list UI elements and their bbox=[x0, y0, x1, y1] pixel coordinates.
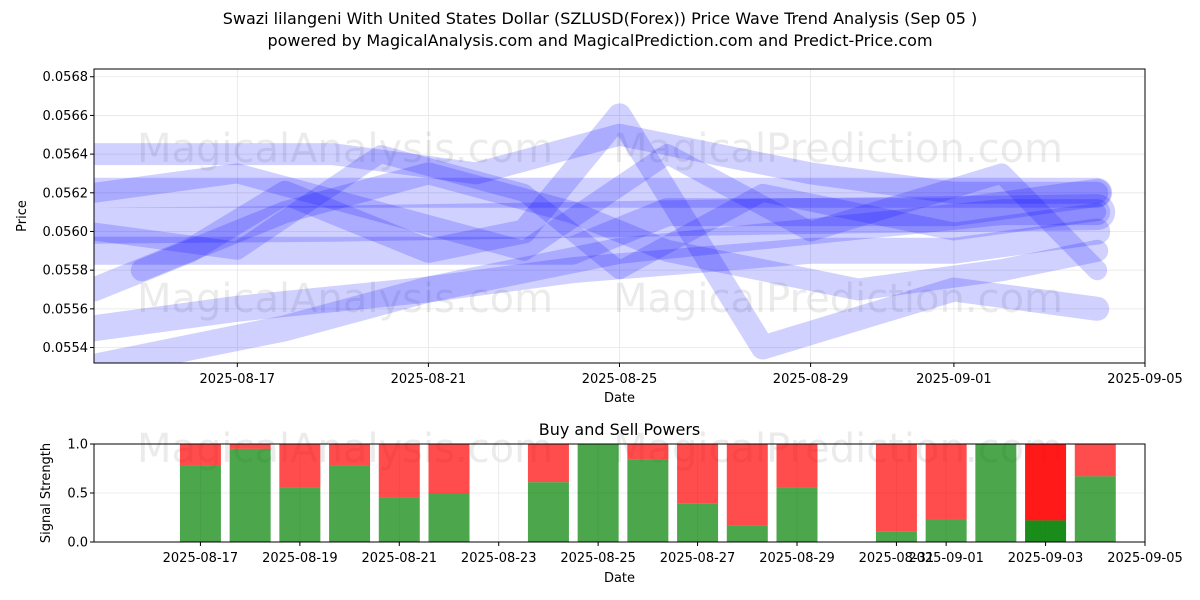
buy-bar bbox=[428, 493, 470, 542]
signal-x-tick-label: 2025-08-17 bbox=[163, 551, 239, 566]
buy-bar bbox=[975, 444, 1017, 542]
signal-x-tick-label: 2025-08-31 bbox=[859, 551, 935, 566]
chart-title: Swazi lilangeni With United States Dolla… bbox=[222, 9, 978, 28]
y-tick-label: 0.0566 bbox=[43, 109, 89, 124]
wave-series-5 bbox=[94, 123, 1109, 204]
sell-bar bbox=[677, 444, 719, 504]
y-tick-label: 0.0568 bbox=[43, 70, 89, 85]
watermark-text: MagicalAnalysis.com bbox=[137, 126, 553, 172]
signal-x-axis-label: Date bbox=[604, 571, 635, 586]
y-tick-label: 0.0558 bbox=[43, 264, 89, 279]
sell-bar bbox=[1025, 444, 1067, 521]
buy-bar bbox=[378, 497, 420, 542]
wave-series-7 bbox=[94, 199, 1111, 363]
sell-bar bbox=[428, 444, 470, 493]
watermark-text: MagicalPrediction.com bbox=[613, 276, 1063, 322]
y-axis-label: Price bbox=[15, 200, 30, 232]
buy-bar bbox=[776, 487, 818, 542]
signal-x-tick-label: 2025-08-25 bbox=[560, 551, 636, 566]
signal-y-axis-label: Signal Strength bbox=[39, 443, 54, 543]
buy-bar bbox=[179, 465, 221, 542]
wave-series-4 bbox=[94, 218, 1111, 342]
signal-x-tick-label: 2025-09-03 bbox=[1008, 551, 1084, 566]
sell-bar bbox=[329, 444, 371, 466]
signal-y-tick-label: 1.0 bbox=[67, 438, 88, 453]
sell-bar bbox=[378, 444, 420, 498]
signal-x-tick-label: 2025-09-01 bbox=[908, 551, 984, 566]
x-tick-label: 2025-09-01 bbox=[916, 372, 992, 387]
price-waves bbox=[94, 103, 1116, 363]
wave-series-9 bbox=[130, 162, 1109, 301]
buy-bar bbox=[627, 459, 669, 542]
wave-series-10 bbox=[94, 145, 1107, 280]
y-tick-label: 0.0562 bbox=[43, 186, 89, 201]
wave-series-1 bbox=[94, 194, 1116, 244]
wave-series-8 bbox=[94, 144, 1108, 281]
buy-bar bbox=[329, 465, 371, 542]
signal-x-tick-label: 2025-08-21 bbox=[362, 551, 438, 566]
buy-bar bbox=[279, 487, 321, 542]
signal-bars bbox=[179, 444, 1116, 542]
buy-bar bbox=[925, 519, 967, 542]
sell-bar bbox=[229, 444, 271, 449]
sell-bar bbox=[179, 444, 221, 466]
signal-y-tick-label: 0.5 bbox=[67, 487, 88, 502]
watermark-text: MagicalAnalysis.com bbox=[137, 276, 553, 322]
watermark-text: MagicalPrediction.com bbox=[613, 126, 1063, 172]
y-tick-label: 0.0554 bbox=[43, 341, 89, 356]
signal-x-tick-label: 2025-08-19 bbox=[262, 551, 338, 566]
buy-bar bbox=[726, 525, 768, 542]
signal-chart-title: Buy and Sell Powers bbox=[539, 420, 701, 439]
x-tick-label: 2025-08-21 bbox=[391, 372, 467, 387]
buy-bar bbox=[875, 531, 917, 542]
signal-x-tick-label: 2025-08-23 bbox=[461, 551, 537, 566]
sell-bar bbox=[726, 444, 768, 526]
signal-x-tick-label: 2025-08-29 bbox=[759, 551, 835, 566]
sell-bar bbox=[776, 444, 818, 488]
signal-axes: Buy and Sell Powers 0.0 0.5 1.0 2025-08-17 20… bbox=[39, 420, 1183, 586]
sell-bar bbox=[527, 444, 569, 483]
signal-x-tick-label: 2025-09-05 bbox=[1107, 551, 1183, 566]
wave-series-3 bbox=[94, 178, 1112, 265]
buy-bar bbox=[527, 482, 569, 542]
signal-y-tick-label: 0.0 bbox=[67, 536, 88, 551]
buy-bar bbox=[1025, 520, 1067, 542]
x-tick-label: 2025-08-25 bbox=[582, 372, 658, 387]
buy-bar bbox=[677, 503, 719, 542]
x-tick-label: 2025-09-05 bbox=[1107, 372, 1183, 387]
buy-bar bbox=[577, 444, 619, 542]
signal-x-tick-label: 2025-08-27 bbox=[660, 551, 736, 566]
y-tick-label: 0.0556 bbox=[43, 302, 89, 317]
chart-subtitle: powered by MagicalAnalysis.com and Magic… bbox=[267, 31, 933, 50]
x-tick-label: 2025-08-29 bbox=[773, 372, 849, 387]
sell-bar bbox=[875, 444, 917, 532]
y-tick-label: 0.0564 bbox=[43, 148, 89, 163]
price-grid bbox=[94, 69, 1146, 363]
price-axes: 0.0554 0.0556 0.0558 0.0560 0.0562 0.0564 0.05… bbox=[15, 70, 1183, 406]
buy-bar bbox=[229, 448, 271, 542]
sell-bar bbox=[925, 444, 967, 520]
x-tick-label: 2025-08-17 bbox=[200, 372, 276, 387]
sell-bar bbox=[279, 444, 321, 488]
sell-bar bbox=[1074, 444, 1116, 477]
wave-series-6 bbox=[94, 103, 1110, 360]
buy-bar bbox=[1074, 476, 1116, 542]
sell-bar bbox=[627, 444, 669, 460]
y-tick-label: 0.0560 bbox=[43, 225, 89, 240]
x-axis-label: Date bbox=[604, 391, 635, 406]
